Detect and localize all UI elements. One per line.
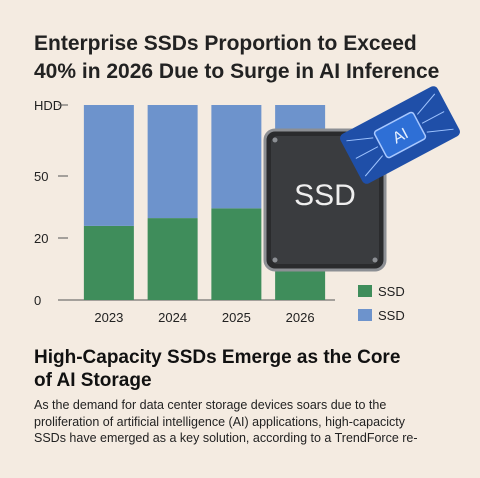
- ai-chip-illustration: AI: [340, 86, 460, 184]
- bar-ssd-2025: [211, 208, 262, 300]
- x-tick-label: 2024: [158, 310, 187, 325]
- body-line-3: SSDs have emerged as a key solution, acc…: [34, 431, 418, 445]
- legend-swatch: [358, 309, 372, 321]
- chart-title: Enterprise SSDs Proportion to Exceed 40%…: [34, 30, 464, 86]
- bars: [83, 105, 326, 300]
- bar-hdd-2025: [211, 105, 262, 209]
- bar-ssd-2023: [83, 225, 134, 300]
- x-tick-label: 2026: [286, 310, 315, 325]
- subheading-line-1: High-Capacity SSDs Emerge as the Core: [34, 347, 401, 368]
- x-tick-label: 2023: [94, 310, 123, 325]
- body-line-1: As the demand for data center storage de…: [34, 398, 387, 412]
- bar-hdd-2023: [83, 105, 134, 226]
- subheading-line-2: of AI Storage: [34, 370, 152, 391]
- x-tick-label: 2025: [222, 310, 251, 325]
- subheading: High-Capacity SSDs Emerge as the Core of…: [34, 346, 464, 392]
- body-line-2: proliferation of artificial intelligence…: [34, 414, 406, 429]
- y-tick-label: 0: [34, 293, 41, 308]
- title-line-2: 40% in 2026 Due to Surge in AI Inference: [34, 60, 440, 83]
- ssd-label: SSD: [294, 179, 356, 212]
- legend-swatch: [358, 285, 372, 297]
- chip-label: AI: [390, 125, 411, 147]
- bar-hdd-2024: [147, 105, 198, 219]
- x-axis: 2023 2024 2025 2026: [94, 310, 314, 325]
- legend-label: SSD: [378, 308, 405, 323]
- legend-label: SSD: [378, 284, 405, 299]
- y-tick-label: 20: [34, 231, 48, 246]
- y-tick-label: 50: [34, 169, 48, 184]
- article-body: As the demand for data center storage de…: [34, 397, 464, 447]
- legend: SSD SSD: [358, 284, 405, 323]
- chart-area: 0 20 50 HDD 2023 2024 2025 2026 SSD AI SSD SSD: [34, 86, 460, 325]
- y-tick-label: HDD: [34, 98, 62, 113]
- title-line-1: Enterprise SSDs Proportion to Exceed: [34, 32, 417, 55]
- bar-ssd-2024: [147, 218, 198, 300]
